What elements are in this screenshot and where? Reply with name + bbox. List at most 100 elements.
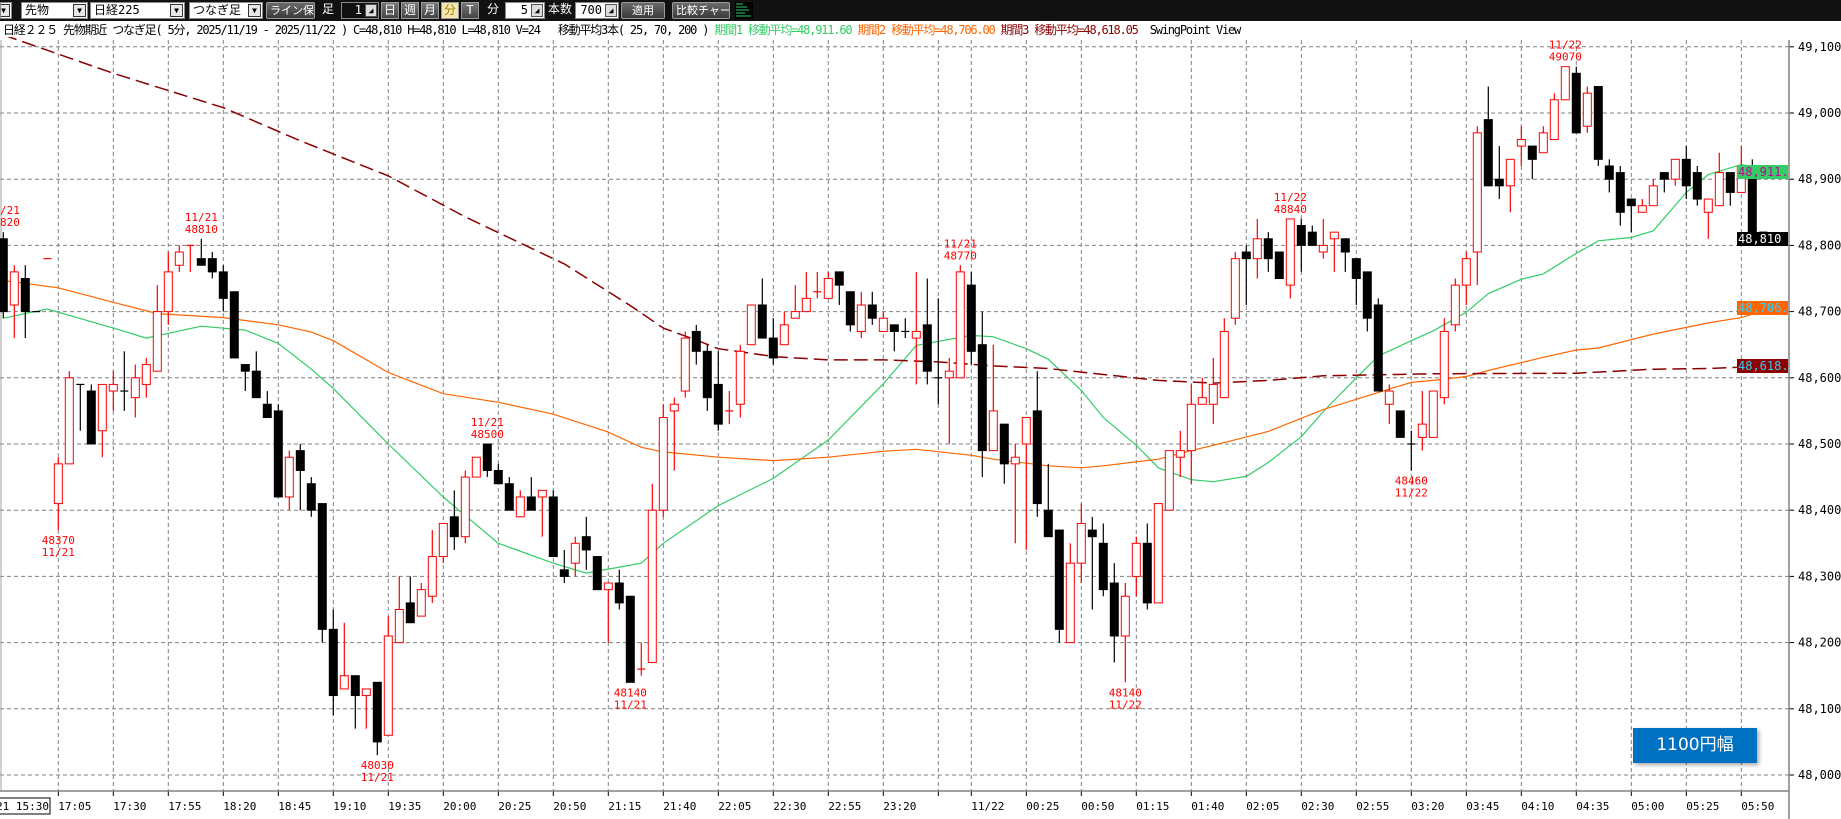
candle-body	[845, 291, 855, 326]
candle-body	[1351, 258, 1361, 280]
candle-up	[856, 291, 866, 339]
swing-point-price: 48810	[185, 223, 218, 236]
candle-body	[405, 602, 415, 624]
candle-down	[1043, 463, 1053, 538]
candle-body	[1417, 423, 1427, 438]
candle-down	[548, 490, 558, 558]
candle-up	[284, 450, 294, 511]
candle-body	[1197, 397, 1207, 405]
compare-chart-button[interactable]: 比較チャート	[672, 2, 730, 19]
apply-button[interactable]: 適用	[621, 2, 665, 19]
candle-body	[471, 456, 481, 478]
candle-body	[1274, 251, 1284, 280]
swing-point-price: 48140	[614, 686, 647, 699]
candle-down	[1571, 66, 1581, 134]
swing-point-date: 11/21	[614, 698, 647, 711]
candle-body	[108, 383, 118, 392]
period-week-button[interactable]: 週	[401, 2, 419, 19]
candle-up	[669, 397, 679, 471]
candle-up	[427, 530, 437, 603]
candle-body	[1670, 158, 1680, 180]
save-line-button[interactable]: ライン保存	[266, 2, 315, 19]
candle-body	[1516, 138, 1526, 147]
x-tick-label: 19:10	[333, 800, 366, 813]
candle-up	[64, 371, 74, 465]
candle-body	[1538, 132, 1548, 154]
market-select[interactable]: 先物 ▼	[21, 2, 88, 19]
candle-up	[1472, 126, 1482, 286]
indicator-list-icon-glyph	[736, 3, 751, 17]
candle-up	[746, 304, 756, 346]
candle-down	[207, 252, 217, 279]
candle-body	[955, 271, 965, 379]
candle-body	[1230, 258, 1240, 319]
candle-body	[1241, 251, 1251, 260]
x-tick-label: 00:50	[1081, 800, 1114, 813]
swing-point-date: 11/22	[1274, 191, 1307, 204]
candle-down	[614, 569, 624, 610]
candle-body	[493, 469, 503, 485]
candle-body	[581, 536, 591, 551]
candle-body	[1703, 198, 1713, 213]
candle-up	[1197, 377, 1207, 405]
candle-body	[416, 589, 426, 617]
y-tick-label: 49,100.0	[1798, 40, 1841, 54]
minute-input-value: 5	[520, 3, 528, 17]
moving-average-70-line	[3, 279, 1775, 469]
y-tick-label: 48,200.0	[1798, 636, 1841, 650]
candle-body	[977, 344, 987, 452]
candle-body	[9, 271, 19, 306]
candle-up	[1505, 158, 1515, 213]
count-input[interactable]: 700 ◢	[575, 2, 619, 19]
candle-body	[1252, 238, 1262, 260]
x-tick-label: 00:25	[1026, 800, 1059, 813]
period-month-button[interactable]: 月	[421, 2, 439, 19]
candle-down	[1626, 198, 1636, 233]
candle-up	[1582, 86, 1592, 133]
swingpoint-view-label: SwingPoint View	[1137, 23, 1242, 37]
candle-body	[1307, 231, 1317, 246]
spinner-icon[interactable]: ◢	[365, 4, 377, 17]
bar-label: 足	[322, 2, 335, 16]
candle-body	[1560, 66, 1570, 101]
candle-body	[1021, 417, 1031, 445]
period-minute-button[interactable]: 分	[441, 2, 459, 19]
candle-body	[1164, 450, 1174, 511]
moving-average-200-line	[3, 34, 1775, 384]
minute-input[interactable]: 5 ◢	[505, 2, 545, 19]
candle-down	[86, 384, 96, 445]
candle-body	[229, 291, 239, 359]
period-day-button[interactable]: 日	[381, 2, 399, 19]
candle-down	[1142, 523, 1152, 610]
ma3-value-badge: 48,618.0	[1737, 358, 1788, 373]
candle-down	[1593, 86, 1603, 166]
candle-body	[1043, 509, 1053, 538]
indicator-list-icon[interactable]	[735, 2, 753, 19]
candle-body	[1527, 145, 1537, 160]
candle-body	[53, 463, 63, 505]
candle-up	[1329, 231, 1339, 272]
price-range-badge[interactable]: 1100円幅	[1633, 728, 1757, 763]
symbol-select[interactable]: 日経225 ▼	[90, 2, 185, 19]
spinner-icon[interactable]: ◢	[531, 4, 543, 17]
candle-up	[53, 457, 63, 531]
candle-body	[174, 251, 184, 266]
candle-down	[1351, 258, 1361, 305]
candle-body	[97, 383, 107, 432]
candle-body	[702, 350, 712, 399]
x-tick-label: 22:30	[773, 800, 806, 813]
chart-type-select[interactable]: つなぎ足 ▼	[189, 2, 263, 19]
bar-input[interactable]: 1 ◢	[341, 2, 379, 19]
period-tick-button[interactable]: T	[461, 2, 479, 19]
x-tick-label: 05:00	[1631, 800, 1664, 813]
candle-down	[1373, 298, 1383, 392]
candle-down	[1527, 145, 1537, 180]
candle-up	[108, 371, 118, 411]
menu-dropdown-button[interactable]: ▼	[0, 2, 12, 19]
candle-down	[240, 364, 250, 392]
spinner-icon[interactable]: ◢	[605, 4, 617, 17]
x-tick-label: 21:15	[608, 800, 641, 813]
candle-body	[779, 324, 789, 346]
candle-down	[1407, 430, 1416, 471]
